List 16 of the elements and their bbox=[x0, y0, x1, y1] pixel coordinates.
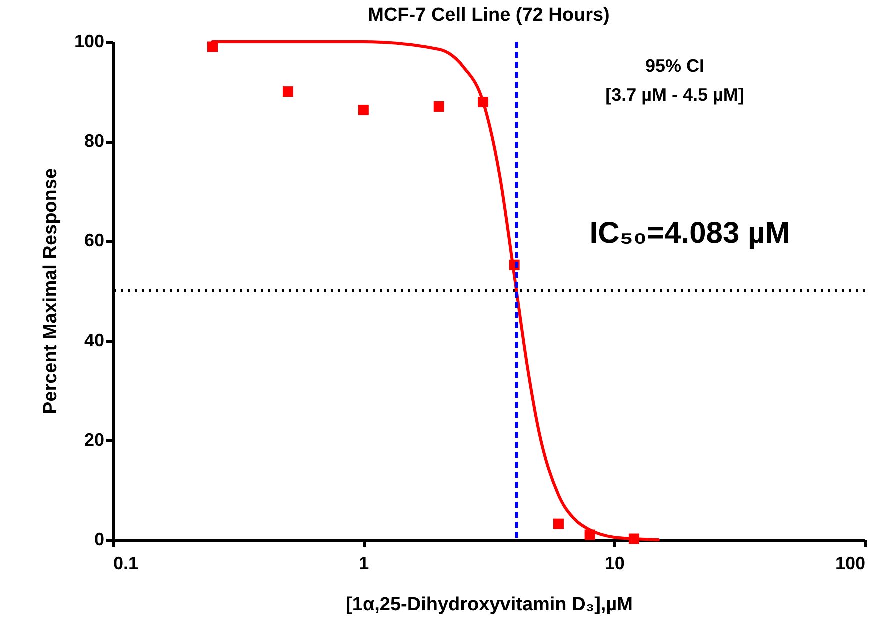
y-tick-label: 0 bbox=[94, 530, 104, 550]
y-tick-label: 20 bbox=[84, 430, 104, 450]
chart-title: MCF-7 Cell Line (72 Hours) bbox=[368, 5, 610, 26]
x-tick-label: 1 bbox=[359, 554, 370, 574]
annotation: IC₅₀=4.083 µM bbox=[590, 217, 790, 250]
y-tick-label: 100 bbox=[74, 32, 104, 52]
y-tick-label: 80 bbox=[84, 131, 104, 152]
x-tick-label: 100 bbox=[835, 554, 866, 574]
y-tick-label: 40 bbox=[84, 330, 104, 350]
x-axis-title: [1α,25-Dihydroxyvitamin D₃],µM bbox=[346, 594, 633, 616]
annotation: 95% CI bbox=[645, 56, 705, 76]
x-tick-label: 0.1 bbox=[114, 554, 139, 574]
y-tick-label: 60 bbox=[84, 230, 104, 251]
x-tick-label: 10 bbox=[604, 554, 625, 574]
annotation: [3.7 µM - 4.5 µM] bbox=[606, 85, 744, 105]
y-axis-title: Percent Maximal Response bbox=[40, 168, 62, 415]
